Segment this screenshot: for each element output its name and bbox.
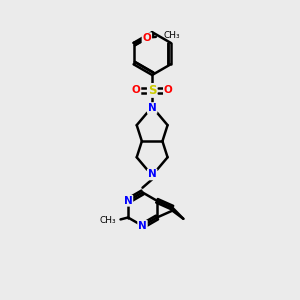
Text: S: S <box>148 84 156 97</box>
Text: O: O <box>164 85 172 95</box>
Text: N: N <box>148 103 157 113</box>
Text: N: N <box>124 196 132 206</box>
Text: O: O <box>132 85 140 95</box>
Text: O: O <box>142 33 151 43</box>
Text: CH₃: CH₃ <box>164 32 180 40</box>
Text: CH₃: CH₃ <box>100 216 116 225</box>
Text: N: N <box>138 221 147 231</box>
Text: N: N <box>148 169 157 179</box>
